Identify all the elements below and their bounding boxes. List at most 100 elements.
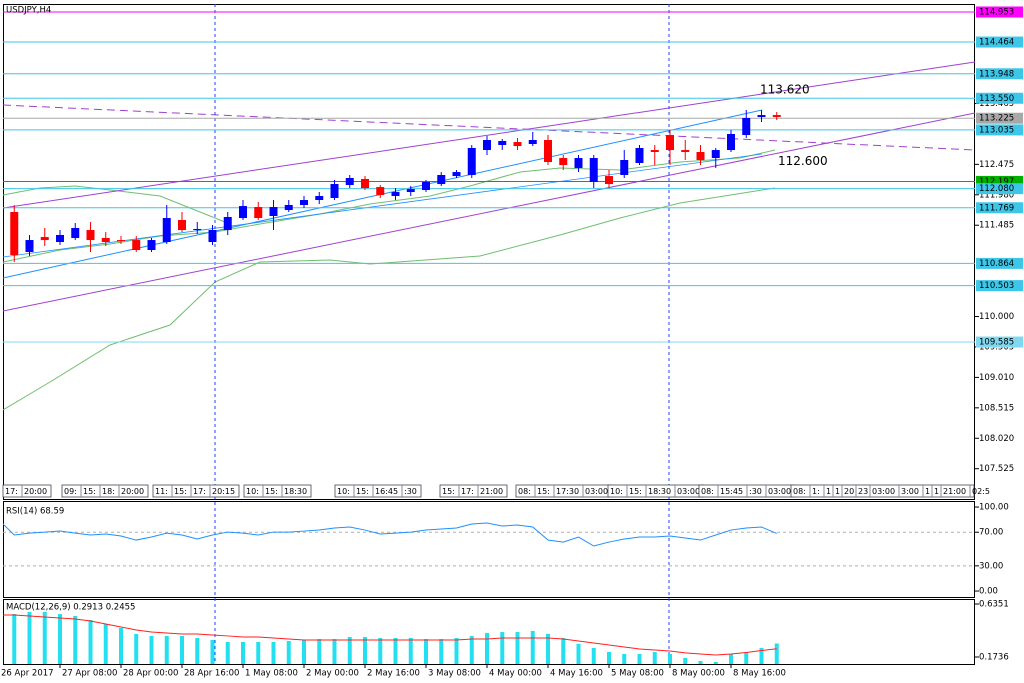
macd-bar <box>744 652 749 664</box>
candle-body <box>467 147 476 175</box>
candle-body <box>391 192 400 197</box>
macd-bar <box>363 636 367 664</box>
macd-bar <box>439 639 444 664</box>
level-label: 113.225 <box>979 114 1014 124</box>
level-label: 113.550 <box>979 94 1014 104</box>
level-label-box <box>976 68 1023 80</box>
level-label: 113.948 <box>979 69 1014 79</box>
time-tag: 20:15 <box>212 487 235 496</box>
channel-lower <box>3 112 975 312</box>
y-tick-label: 109.010 <box>979 373 1014 383</box>
time-tag: 18: <box>102 487 115 496</box>
y-tick-label: 110.000 <box>979 312 1014 322</box>
x-tick-label: 3 May 08:00 <box>428 669 481 679</box>
candle-body <box>101 238 110 243</box>
level-label-box <box>976 175 1023 187</box>
moving-average-slow <box>3 187 776 411</box>
macd-bar <box>424 639 428 664</box>
time-tag: 15: <box>537 487 550 496</box>
macd-bar <box>393 638 398 664</box>
time-tag: :30 <box>749 487 762 496</box>
y-tick-label: 100.00 <box>979 503 1009 513</box>
candle-body <box>620 159 629 175</box>
candle-body <box>559 158 568 166</box>
macd-bar <box>576 643 581 664</box>
time-tag: 17:30 <box>556 487 579 496</box>
price-annotation: 112.600 <box>778 154 828 168</box>
macd-signal <box>3 614 777 656</box>
candle-body <box>147 240 156 251</box>
time-tag: 15: <box>174 487 187 496</box>
macd-bar <box>210 639 215 664</box>
macd-bar <box>408 638 413 664</box>
time-tag-box <box>334 484 422 498</box>
time-tag: 11: <box>155 487 168 496</box>
level-label-box <box>976 280 1023 292</box>
level-label: 114.464 <box>979 38 1014 48</box>
candle-body <box>71 227 80 239</box>
candle-body <box>422 181 430 190</box>
macd-bar <box>774 643 779 664</box>
candle-body <box>361 178 369 189</box>
macd-bar <box>698 660 703 664</box>
candle-body <box>40 237 49 241</box>
level-label: 109.585 <box>979 338 1014 348</box>
x-tick-label: 4 May 00:00 <box>489 669 542 679</box>
time-tag: :30 <box>404 487 417 496</box>
candle-body <box>193 228 202 231</box>
macd-bar <box>469 635 474 664</box>
macd-bar <box>607 652 611 664</box>
macd-bar <box>759 647 764 664</box>
macd-bar <box>302 639 306 664</box>
x-tick-label: 8 May 16:00 <box>733 669 786 679</box>
rsi-plot <box>3 522 975 567</box>
time-tag: 15: <box>629 487 642 496</box>
candle-body <box>254 207 263 219</box>
macd-title: MACD(12,26,9) 0.2913 0.2455 <box>6 603 135 613</box>
time-tag: 15: <box>265 487 278 496</box>
level-label-box <box>976 183 1023 195</box>
rsi-title: RSI(14) 68.59 <box>6 507 64 517</box>
moving-average-band <box>3 185 231 225</box>
trend-dashed <box>3 104 975 151</box>
candle-body <box>330 184 339 198</box>
time-tag: 17: <box>193 487 206 496</box>
candle-body <box>589 158 598 182</box>
level-label: 111.769 <box>979 203 1014 213</box>
level-label: 114.953 <box>979 7 1014 17</box>
candle-body <box>10 212 19 256</box>
time-tag: 02:5 <box>972 487 990 496</box>
y-tick-label: 0.00 <box>979 587 998 597</box>
y-tick-label: 113.465 <box>979 99 1014 109</box>
macd-bar <box>241 642 245 664</box>
macd-bar <box>378 638 383 664</box>
candle-body <box>528 140 537 145</box>
y-tick-label: 0.6351 <box>979 600 1009 610</box>
x-tick-label: 4 May 16:00 <box>550 669 603 679</box>
macd-bar <box>134 633 139 664</box>
macd-bar <box>713 662 718 664</box>
time-tag: 16:45 <box>375 487 398 496</box>
time-tag: 03:00 <box>768 487 791 496</box>
time-tag: 17: <box>461 487 474 496</box>
candle-body <box>345 178 354 186</box>
y-tick-label: 112.475 <box>979 160 1014 170</box>
macd-bar <box>12 614 17 664</box>
time-tag-box <box>790 484 975 498</box>
overlays <box>3 61 975 411</box>
macd-bar <box>622 653 627 664</box>
rsi-frame <box>3 501 975 598</box>
macd-bar <box>256 642 261 664</box>
time-tag: 15:45 <box>720 487 743 496</box>
candle-body <box>757 115 766 118</box>
time-tag-box <box>61 484 149 498</box>
candle-body <box>178 219 186 231</box>
macd-bar <box>149 635 154 664</box>
x-tick-label: 28 Apr 16:00 <box>184 669 239 679</box>
candle-body <box>376 187 385 196</box>
macd-bar <box>637 653 642 664</box>
candle-body <box>696 151 705 160</box>
